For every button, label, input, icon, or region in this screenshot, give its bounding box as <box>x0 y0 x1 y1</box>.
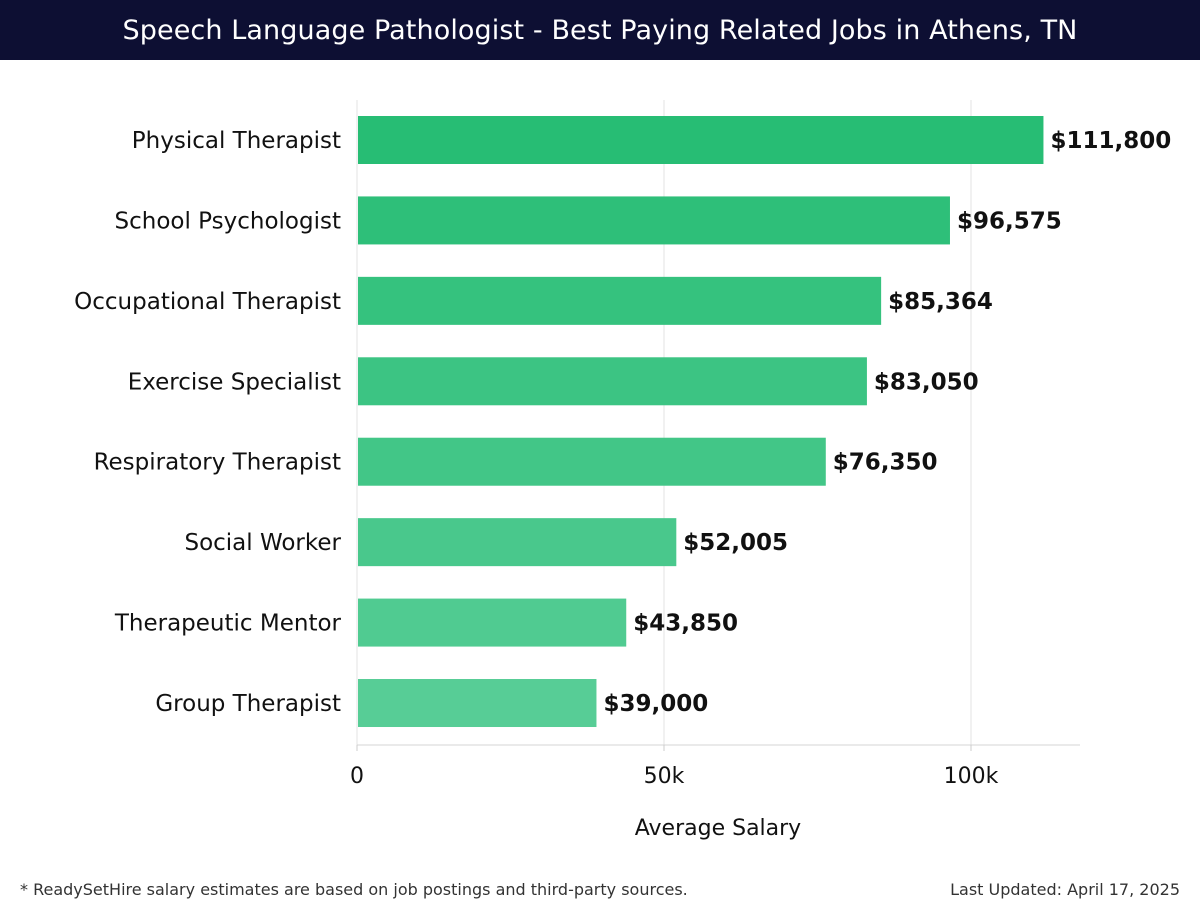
value-label-6: $43,850 <box>633 611 738 637</box>
value-label-4: $76,350 <box>833 450 938 476</box>
last-updated: Last Updated: April 17, 2025 <box>950 880 1180 899</box>
x-axis-label: Average Salary <box>635 816 801 841</box>
value-label-5: $52,005 <box>683 530 788 556</box>
x-tick-label-2: 100k <box>944 764 999 789</box>
value-label-3: $83,050 <box>874 369 979 395</box>
category-label-6: Therapeutic Mentor <box>114 611 342 637</box>
category-label-1: School Psychologist <box>115 208 341 234</box>
bar-2 <box>358 276 882 325</box>
bar-6 <box>358 598 627 647</box>
category-label-7: Group Therapist <box>155 691 341 717</box>
category-label-0: Physical Therapist <box>132 128 341 154</box>
x-tick-label-0: 0 <box>350 764 364 789</box>
title-bar: Speech Language Pathologist - Best Payin… <box>0 0 1200 60</box>
category-label-2: Occupational Therapist <box>74 289 341 315</box>
bar-4 <box>358 437 826 486</box>
value-label-2: $85,364 <box>888 289 993 315</box>
value-label-7: $39,000 <box>603 691 708 717</box>
bar-1 <box>358 196 950 245</box>
bar-7 <box>358 679 597 728</box>
footer-note: * ReadySetHire salary estimates are base… <box>20 880 688 899</box>
chart-title: Speech Language Pathologist - Best Payin… <box>122 14 1078 46</box>
category-label-4: Respiratory Therapist <box>94 450 341 476</box>
value-label-1: $96,575 <box>957 208 1062 234</box>
x-tick-label-1: 50k <box>644 764 685 789</box>
bar-0 <box>358 116 1044 164</box>
bar-3 <box>358 357 867 406</box>
bar-5 <box>358 518 677 567</box>
value-label-0: $111,800 <box>1050 128 1171 154</box>
category-label-5: Social Worker <box>184 530 341 556</box>
category-label-3: Exercise Specialist <box>128 369 341 395</box>
